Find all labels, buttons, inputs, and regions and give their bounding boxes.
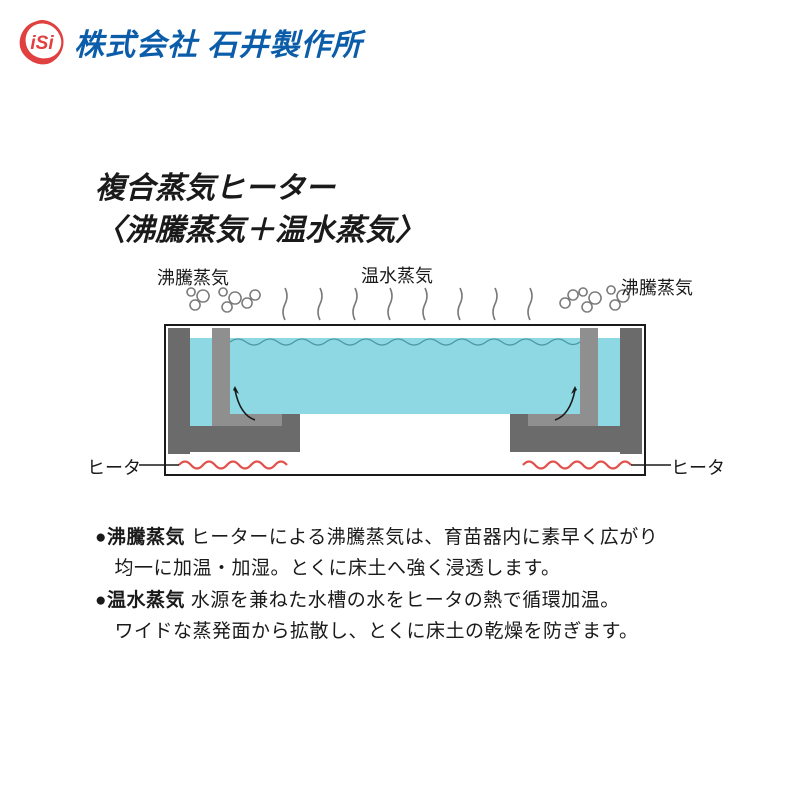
heater-diagram: 沸騰蒸気 温水蒸気 沸騰蒸気 ヒータ ヒータ [135,270,675,500]
company-name: 株式会社 石井製作所 [74,20,362,64]
desc2-body1: 水源を兼ねた水槽の水をヒータの熱で循環加温。 [185,590,620,611]
logo-mark-icon: iSi [18,18,66,66]
bullet-icon: ● [95,527,107,548]
desc2-head: 温水蒸気 [107,590,185,611]
label-boiling-right: 沸騰蒸気 [621,274,693,300]
label-heater-right: ヒータ [671,454,725,480]
label-boiling-left: 沸騰蒸気 [157,264,229,290]
label-heater-left: ヒータ [87,454,141,480]
page-title: 複合蒸気ヒーター 〈沸騰蒸気＋温水蒸気〉 [95,168,715,252]
description-block: ●沸騰蒸気 ヒーターによる沸騰蒸気は、育苗器内に素早く広がり 均一に加温・加湿。… [95,522,715,647]
title-line2: 〈沸騰蒸気＋温水蒸気〉 [95,214,425,247]
desc-warm: ●温水蒸気 水源を兼ねた水槽の水をヒータの熱で循環加温。 ワイドな蒸発面から拡散… [95,585,715,648]
main-content: 複合蒸気ヒーター 〈沸騰蒸気＋温水蒸気〉 [0,78,800,647]
label-warm-steam: 温水蒸気 [361,262,433,288]
desc1-body1: ヒーターによる沸騰蒸気は、育苗器内に素早く広がり [185,527,658,548]
company-logo: iSi 株式会社 石井製作所 [0,0,800,78]
logo-mark-text: iSi [30,33,54,54]
desc1-body2: 均一に加温・加湿。とくに床土へ強く浸透します。 [115,558,561,579]
bullet-icon: ● [95,590,107,611]
desc1-head: 沸騰蒸気 [107,527,185,548]
desc2-body2: ワイドな蒸発面から拡散し、とくに床土の乾燥を防ぎます。 [115,621,639,642]
desc-boiling: ●沸騰蒸気 ヒーターによる沸騰蒸気は、育苗器内に素早く広がり 均一に加温・加湿。… [95,522,715,585]
title-line1: 複合蒸気ヒーター [95,172,335,205]
